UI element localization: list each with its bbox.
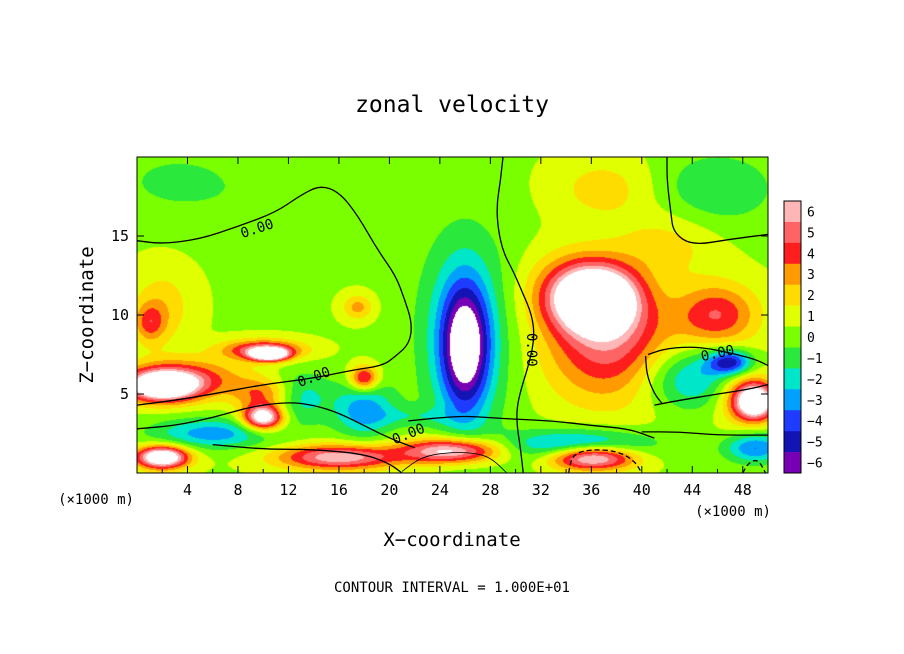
plot-area: 0.000.000.000.00 0.00 4 8 12 16 20 24 28 32 36 40 4… xyxy=(111,156,769,499)
colorbar-label: −4 xyxy=(807,415,823,430)
x-tick-label: 24 xyxy=(431,481,449,499)
x-tick-label: 32 xyxy=(532,481,550,499)
contour-label: 0.00 xyxy=(523,333,539,367)
colorbar-swatch xyxy=(784,263,801,285)
x-tick-label: 4 xyxy=(183,481,192,499)
y-tick-label: 10 xyxy=(111,306,129,324)
contour-lines xyxy=(136,156,769,474)
contour-line xyxy=(136,186,412,406)
colorbar-label: 0 xyxy=(807,331,815,346)
colorbar-swatch xyxy=(784,221,801,244)
chart-title: zonal velocity xyxy=(355,92,549,118)
colorbar-swatch xyxy=(784,452,801,474)
x-tick-label: 44 xyxy=(683,481,701,499)
x-tick-label: 8 xyxy=(233,481,242,499)
colorbar: 6 5 4 3 2 1 0 −1 −2 −3 −4 −5 −6 xyxy=(783,200,823,474)
velocity-field-image xyxy=(137,157,768,473)
x-tick-label: 36 xyxy=(582,481,600,499)
contour-line xyxy=(567,449,643,474)
colorbar-swatch xyxy=(784,242,801,265)
x-axis-unit: (×1000 m) xyxy=(695,504,771,520)
contour-label: 0.00 xyxy=(700,343,736,366)
colorbar-label: −3 xyxy=(807,394,823,409)
x-tick-label: 20 xyxy=(380,481,398,499)
colorbar-label: 5 xyxy=(807,226,815,241)
colorbar-swatch xyxy=(784,305,801,327)
colorbar-label: 2 xyxy=(807,289,815,304)
contour-line xyxy=(647,346,769,367)
y-axis-unit: (×1000 m) xyxy=(58,492,134,508)
y-tick-label: 15 xyxy=(111,227,129,245)
contour-line xyxy=(641,431,768,436)
colorbar-label: −2 xyxy=(807,373,823,388)
colorbar-label: 4 xyxy=(807,247,815,262)
colorbar-label: −5 xyxy=(807,436,823,451)
contour-line xyxy=(742,459,767,474)
velocity-field xyxy=(137,157,768,473)
colorbar-label: 6 xyxy=(807,205,815,220)
x-axis-title: X−coordinate xyxy=(383,529,520,551)
y-tick-label: 5 xyxy=(120,385,129,403)
colorbar-swatch xyxy=(784,347,801,369)
colorbar-label: 3 xyxy=(807,268,815,283)
contour-line xyxy=(401,452,508,474)
colorbar-swatch xyxy=(784,431,801,453)
x-tick-label: 40 xyxy=(633,481,651,499)
contour-line xyxy=(408,415,655,439)
colorbar-label: −6 xyxy=(807,457,823,472)
x-tick-label: 16 xyxy=(330,481,348,499)
contour-line xyxy=(666,157,769,245)
colorbar-label: 1 xyxy=(807,310,815,325)
colorbar-swatch xyxy=(784,326,801,348)
x-tick-label: 12 xyxy=(279,481,297,499)
colorbar-swatch xyxy=(784,410,801,432)
colorbar-swatch xyxy=(784,368,801,390)
contour-line xyxy=(654,383,769,406)
x-axis-ticks: 4 8 12 16 20 24 28 32 36 40 44 48 xyxy=(161,157,752,499)
y-axis-title: Z−coordinate xyxy=(76,246,98,383)
contour-line xyxy=(496,156,535,474)
x-tick-label: 28 xyxy=(481,481,499,499)
colorbar-swatch xyxy=(784,201,801,223)
x-tick-label: 48 xyxy=(734,481,752,499)
contour-line xyxy=(136,402,415,449)
colorbar-swatch xyxy=(784,284,801,306)
colorbar-swatch xyxy=(784,389,801,411)
y-axis-ticks: 5 10 15 xyxy=(111,227,768,403)
contour-line xyxy=(644,356,663,404)
contour-interval-note: CONTOUR INTERVAL = 1.000E+01 xyxy=(334,580,570,596)
contour-line xyxy=(212,443,403,474)
colorbar-label: −1 xyxy=(807,352,823,367)
colorbar-frame xyxy=(783,200,802,474)
